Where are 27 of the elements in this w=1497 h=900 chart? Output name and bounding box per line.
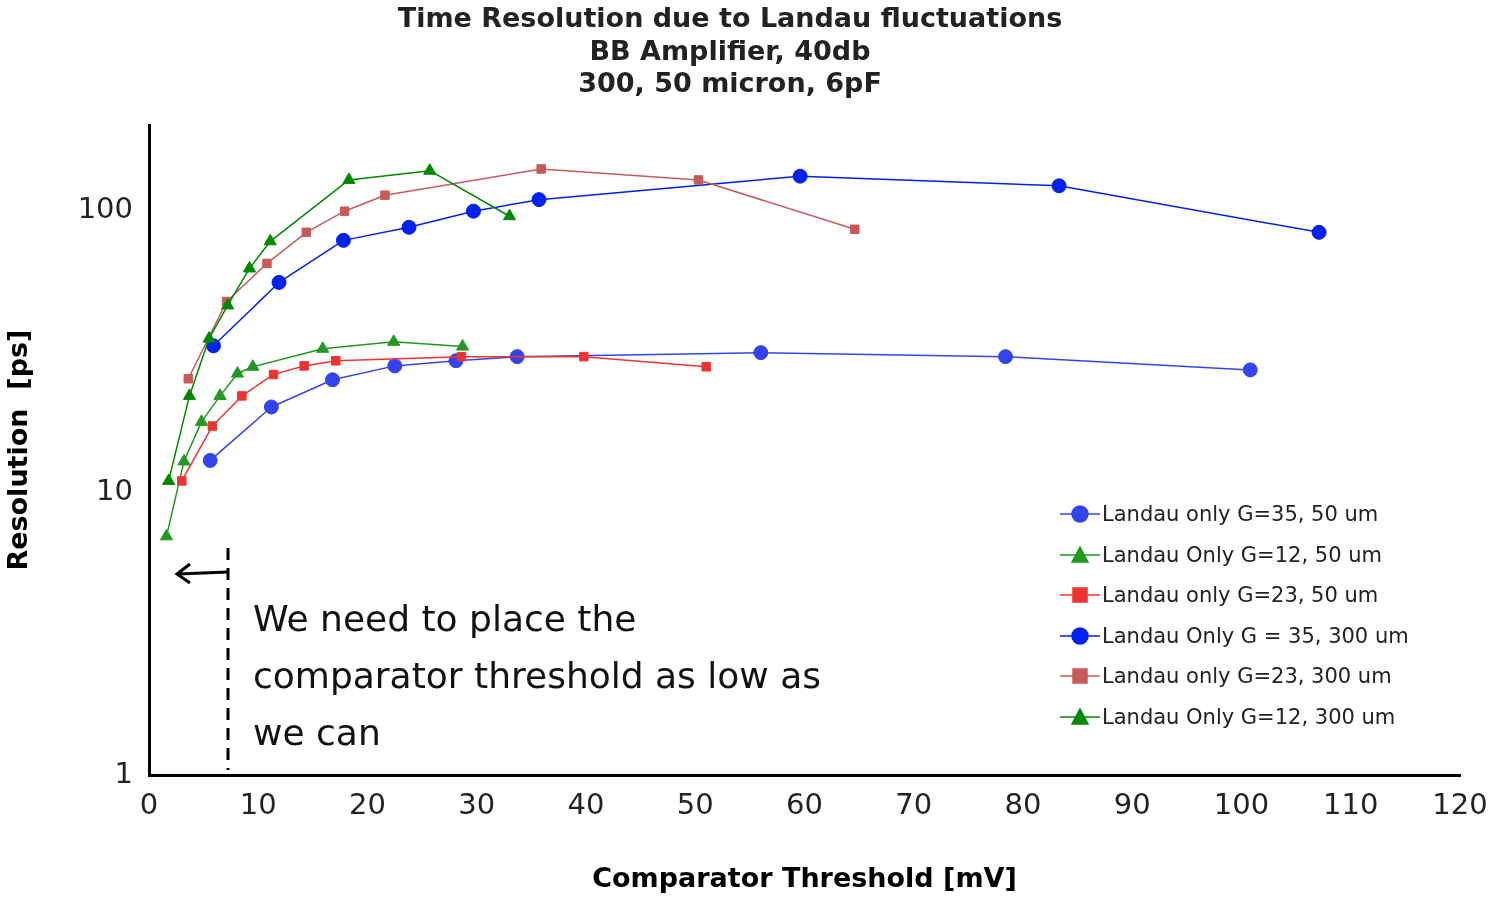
x-tick-label: 40 bbox=[567, 786, 605, 821]
legend-label: Landau Only G=12, 50 um bbox=[1102, 542, 1382, 567]
legend-label: Landau only G=23, 50 um bbox=[1102, 583, 1379, 608]
x-tick-label: 20 bbox=[349, 786, 386, 821]
x-tick-label: 60 bbox=[786, 786, 823, 821]
x-tick-label: 100 bbox=[1213, 786, 1270, 821]
x-tick-label: 110 bbox=[1323, 786, 1379, 821]
x-tick-label: 50 bbox=[676, 786, 714, 821]
x-tick-label: 10 bbox=[239, 786, 277, 821]
annotation: We need to place the comparator threshold as low as we can bbox=[253, 597, 823, 755]
x-tick-label: 70 bbox=[895, 786, 933, 821]
chart-title: Time Resolution due to Landau fluctuations bbox=[397, 2, 1063, 34]
legend-label: Landau Only G=12, 300 um bbox=[1102, 704, 1396, 729]
x-tick-label: 30 bbox=[458, 786, 496, 821]
x-tick-label: 0 bbox=[139, 786, 159, 821]
x-tick-label: 90 bbox=[1113, 786, 1151, 821]
x-axis-title: Comparator Threshold [mV] bbox=[592, 861, 1017, 893]
y-tick-label: 1 bbox=[114, 755, 133, 790]
x-tick-label: 80 bbox=[1004, 786, 1042, 821]
x-tick-label: 120 bbox=[1432, 786, 1488, 821]
y-tick-label: 100 bbox=[77, 190, 133, 225]
legend-label: Landau only G=35, 50 um bbox=[1102, 502, 1379, 527]
legend-label: Landau only G=23, 300 um bbox=[1102, 664, 1392, 689]
chart-subtitle: BB Amplifier, 40db 300, 50 micron, 6pF bbox=[578, 34, 882, 99]
legend-label: Landau Only G = 35, 300 um bbox=[1102, 623, 1409, 648]
y-axis-title: Resolution [ps] bbox=[2, 329, 34, 571]
y-tick-label: 10 bbox=[96, 473, 133, 508]
